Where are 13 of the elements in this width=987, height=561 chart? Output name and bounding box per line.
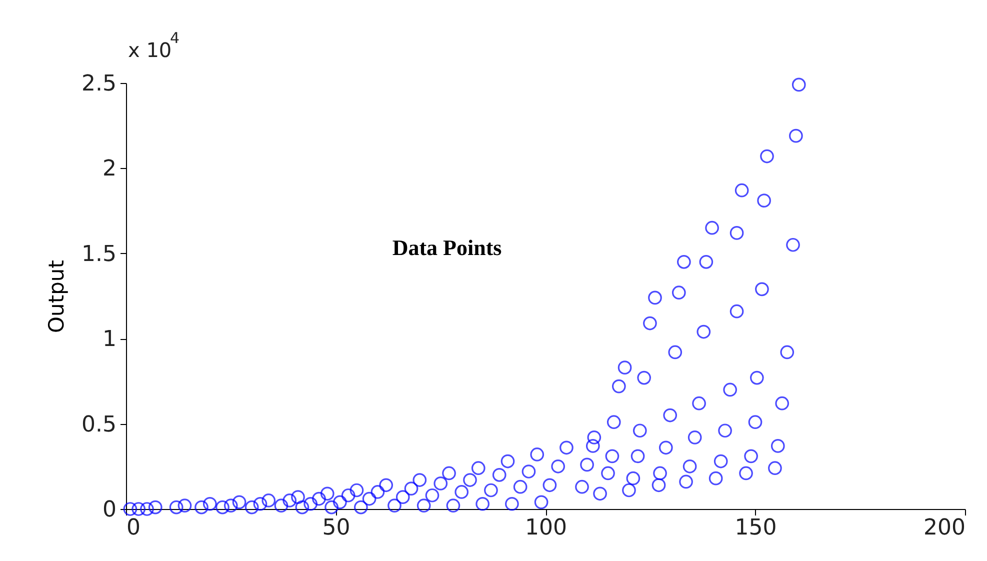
x-tick-label: 50 [322, 516, 350, 540]
x-tick-label: 150 [734, 516, 777, 540]
y-axis-title: Output [44, 260, 69, 333]
text: Data Points [392, 235, 502, 260]
y-tick-label: 2 [102, 156, 116, 182]
x-tick-label: 200 [924, 516, 966, 540]
x-tick-label: 100 [525, 516, 567, 540]
y-tick-label: 1.5 [82, 242, 116, 267]
y-tick-label: 0 [102, 498, 116, 522]
y-tick-label: 1 [102, 327, 116, 352]
y-tick-label: 0.5 [82, 412, 116, 438]
x-tick-label: 0 [126, 516, 140, 540]
y-tick-label: 2.5 [82, 72, 116, 96]
